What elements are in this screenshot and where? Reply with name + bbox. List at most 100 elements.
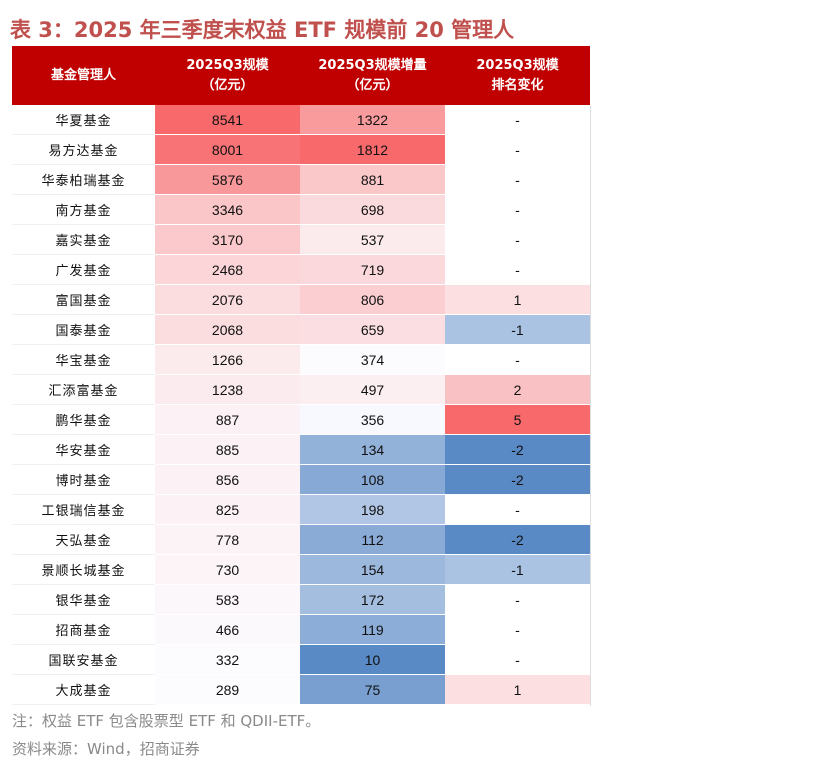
value-cell: 5 <box>445 404 590 435</box>
value-cell: 698 <box>300 194 445 225</box>
value-cell: -2 <box>445 434 590 465</box>
value-cell: 887 <box>155 404 300 435</box>
value-cell: 10 <box>300 644 445 675</box>
value-cell: -2 <box>445 524 590 555</box>
column-header: 2025Q3规模增量 （亿元） <box>300 46 445 105</box>
value-cell: 881 <box>300 164 445 195</box>
manager-name: 博时基金 <box>12 464 155 495</box>
value-cell: - <box>445 344 590 375</box>
manager-name: 银华基金 <box>12 584 155 615</box>
manager-name: 国泰基金 <box>12 314 155 345</box>
table-row: 鹏华基金 887 356 5 <box>12 404 590 435</box>
title: 表 3：2025 年三季度末权益 ETF 规模前 20 管理人 <box>10 18 515 42</box>
value-cell: 134 <box>300 434 445 465</box>
value-cell: 154 <box>300 554 445 585</box>
value-cell: 8001 <box>155 134 300 165</box>
value-cell: 497 <box>300 374 445 405</box>
value-cell: 3170 <box>155 224 300 255</box>
table-row: 嘉实基金 3170 537- <box>12 224 590 255</box>
manager-name: 景顺长城基金 <box>12 554 155 585</box>
table-row: 汇添富基金 1238 497 2 <box>12 374 590 405</box>
table-row: 景顺长城基金 730 154 -1 <box>12 554 590 585</box>
border <box>590 106 591 706</box>
value-cell: 8541 <box>155 105 300 135</box>
value-cell: 1238 <box>155 374 300 405</box>
value-cell: -1 <box>445 554 590 585</box>
manager-name: 广发基金 <box>12 254 155 285</box>
value-cell: - <box>445 224 590 255</box>
table-row: 国联安基金 332 10- <box>12 644 590 675</box>
value-cell: 825 <box>155 494 300 525</box>
value-cell: 1812 <box>300 134 445 165</box>
column-header: 基金管理人 <box>12 46 155 105</box>
value-cell: 5876 <box>155 164 300 195</box>
table-row: 南方基金 3346 698- <box>12 194 590 225</box>
table-row: 银华基金 583 172- <box>12 584 590 615</box>
table-row: 广发基金 2468 719- <box>12 254 590 285</box>
manager-name: 富国基金 <box>12 284 155 315</box>
table-row: 易方达基金 8001 1812- <box>12 134 590 165</box>
table-row: 华宝基金 1266 374- <box>12 344 590 375</box>
note: 注：权益 ETF 包含股票型 ETF 和 QDII-ETF。 <box>12 712 321 730</box>
manager-name: 招商基金 <box>12 614 155 645</box>
table-row: 华安基金 885 134 -2 <box>12 434 590 465</box>
table: 基金管理人 2025Q3规模 （亿元） 2025Q3规模增量 （亿元） 2025Q3规… <box>12 46 590 705</box>
value-cell: 172 <box>300 584 445 615</box>
value-cell: - <box>445 494 590 525</box>
value-cell: -2 <box>445 464 590 495</box>
manager-name: 华宝基金 <box>12 344 155 375</box>
manager-name: 工银瑞信基金 <box>12 494 155 525</box>
value-cell: 856 <box>155 464 300 495</box>
manager-name: 华夏基金 <box>12 105 155 135</box>
value-cell: - <box>445 584 590 615</box>
value-cell: 2068 <box>155 314 300 345</box>
manager-name: 南方基金 <box>12 194 155 225</box>
value-cell: 332 <box>155 644 300 675</box>
value-cell: 2468 <box>155 254 300 285</box>
value-cell: 730 <box>155 554 300 585</box>
value-cell: 108 <box>300 464 445 495</box>
value-cell: 289 <box>155 674 300 705</box>
value-cell: - <box>445 194 590 225</box>
value-cell: 2 <box>445 374 590 405</box>
value-cell: - <box>445 105 590 135</box>
value-cell: 719 <box>300 254 445 285</box>
table-row: 富国基金 2076 806 1 <box>12 284 590 315</box>
table-row: 招商基金 466 119- <box>12 614 590 645</box>
value-cell: 466 <box>155 614 300 645</box>
manager-name: 易方达基金 <box>12 134 155 165</box>
value-cell: 1 <box>445 674 590 705</box>
manager-name: 鹏华基金 <box>12 404 155 435</box>
manager-name: 大成基金 <box>12 674 155 705</box>
value-cell: 583 <box>155 584 300 615</box>
value-cell: - <box>445 644 590 675</box>
source: 资料来源：Wind，招商证券 <box>12 740 200 758</box>
table-body: 华夏基金 8541 1322- 易方达基金 8001 1812- 华泰柏瑞基金 5876 881… <box>12 105 590 705</box>
manager-name: 华安基金 <box>12 434 155 465</box>
manager-name: 天弘基金 <box>12 524 155 555</box>
manager-name: 华泰柏瑞基金 <box>12 164 155 195</box>
value-cell: - <box>445 614 590 645</box>
value-cell: 198 <box>300 494 445 525</box>
table-row: 大成基金 289 75 1 <box>12 674 590 705</box>
column-header: 2025Q3规模 排名变化 <box>445 46 590 105</box>
value-cell: 1266 <box>155 344 300 375</box>
value-cell: 75 <box>300 674 445 705</box>
value-cell: 1 <box>445 284 590 315</box>
table-row: 天弘基金 778 112 -2 <box>12 524 590 555</box>
value-cell: 356 <box>300 404 445 435</box>
value-cell: 778 <box>155 524 300 555</box>
value-cell: 3346 <box>155 194 300 225</box>
value-cell: 806 <box>300 284 445 315</box>
value-cell: 119 <box>300 614 445 645</box>
value-cell: 2076 <box>155 284 300 315</box>
manager-name: 嘉实基金 <box>12 224 155 255</box>
value-cell: 374 <box>300 344 445 375</box>
value-cell: 537 <box>300 224 445 255</box>
table-row: 华夏基金 8541 1322- <box>12 105 590 135</box>
header-row: 基金管理人 2025Q3规模 （亿元） 2025Q3规模增量 （亿元） 2025Q3规… <box>12 46 590 105</box>
value-cell: 885 <box>155 434 300 465</box>
value-cell: - <box>445 254 590 285</box>
table-row: 国泰基金 2068 659 -1 <box>12 314 590 345</box>
